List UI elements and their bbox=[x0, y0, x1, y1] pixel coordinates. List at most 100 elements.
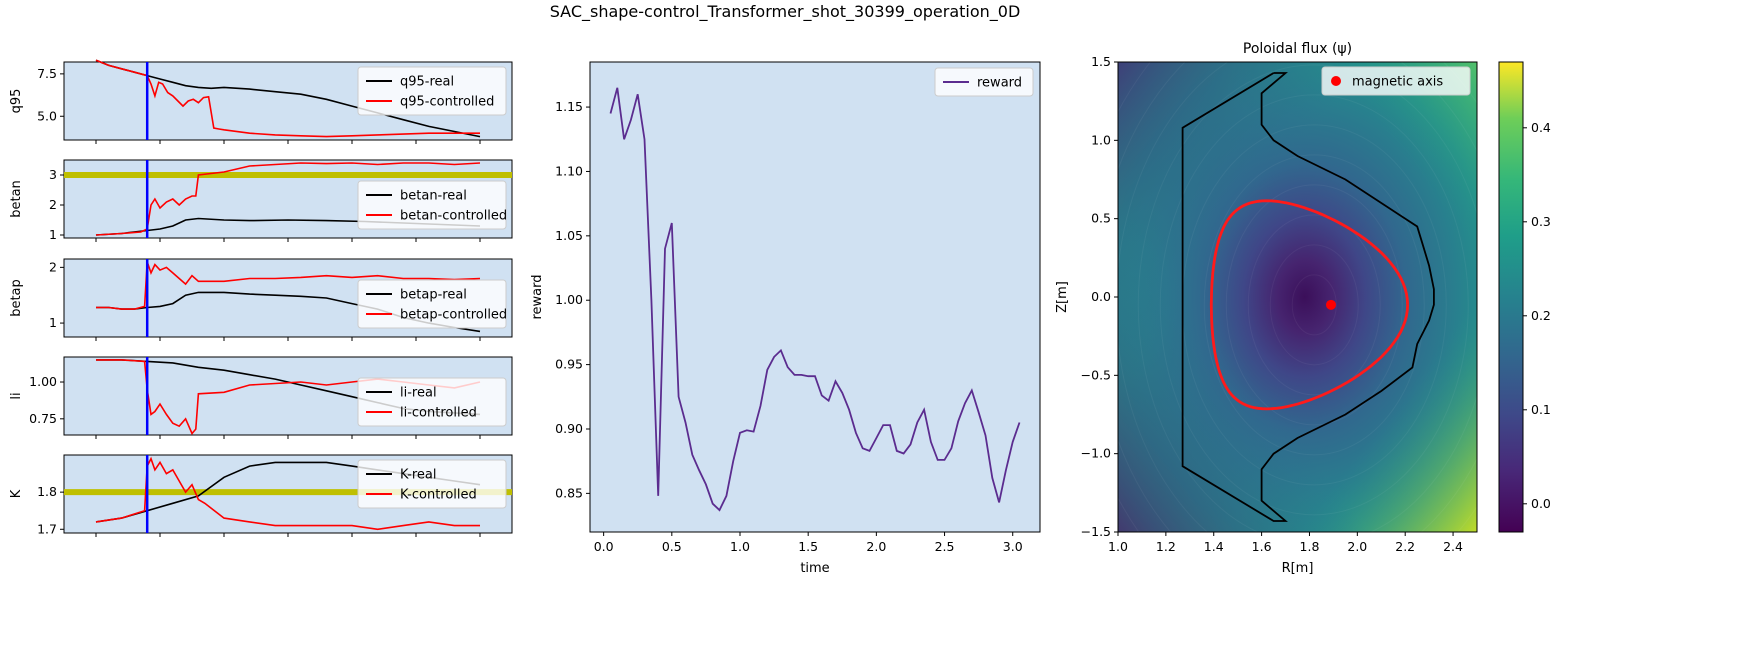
vessel-wall bbox=[1181, 72, 1435, 522]
legend: reward bbox=[934, 67, 1034, 97]
x-tick-label: 1.6 bbox=[1252, 539, 1272, 554]
flux-field bbox=[1118, 62, 1477, 532]
series-line-betap-controlled bbox=[96, 261, 481, 310]
panel-q95: 5.0 7.5 q95 q95-real q95-controlled bbox=[9, 59, 513, 144]
colorbar-tick-label: 0.1 bbox=[1531, 402, 1551, 417]
magnetic-axis-point bbox=[1326, 299, 1337, 310]
flux-contour bbox=[1203, 154, 1425, 456]
series-line-betan-controlled bbox=[95, 162, 481, 236]
y-tick-label: 0.90 bbox=[555, 421, 583, 436]
legend-box bbox=[934, 67, 1034, 97]
legend: li-real li-controlled bbox=[357, 377, 507, 427]
y-axis-label: K bbox=[9, 489, 24, 498]
legend-marker bbox=[1331, 76, 1341, 86]
left-subplots: 5.0 7.5 q95 q95-real q95-controlled 1 2 3 betan b… bbox=[9, 59, 513, 537]
y-tick-label: 1.8 bbox=[37, 484, 57, 499]
legend-label: q95-real bbox=[400, 75, 454, 90]
legend-label: betan-real bbox=[400, 189, 467, 204]
y-tick-label: 2 bbox=[49, 259, 57, 274]
flux-contour bbox=[1291, 274, 1337, 336]
y-axis-label: Z[m] bbox=[1055, 281, 1070, 313]
legend-label: betap-controlled bbox=[400, 308, 507, 323]
reward-subplot: 0.0 0.5 1.0 1.5 2.0 2.5 3.0 0.85 0.90 0.95 1.00 1.0… bbox=[530, 61, 1041, 576]
legend: betap-real betap-controlled bbox=[357, 279, 507, 329]
y-tick-label: 0.95 bbox=[555, 357, 583, 372]
y-tick-label: 7.5 bbox=[37, 66, 57, 81]
legend-label: betan-controlled bbox=[400, 209, 507, 224]
y-tick-label: 1.7 bbox=[37, 521, 57, 536]
x-tick-label: 2.4 bbox=[1443, 539, 1463, 554]
y-tick-label: 0.75 bbox=[29, 411, 57, 426]
y-tick-label: 5.0 bbox=[37, 108, 57, 123]
legend: q95-real q95-controlled bbox=[357, 66, 507, 116]
y-tick-label: −0.5 bbox=[1081, 367, 1111, 382]
x-tick-label: 0.0 bbox=[594, 539, 614, 554]
y-tick-label: 1.0 bbox=[1091, 132, 1111, 147]
panel-betap: 1 2 betap betap-real betap-controlled bbox=[9, 258, 513, 341]
x-tick-label: 1.0 bbox=[730, 539, 750, 554]
legend-label: K-real bbox=[400, 468, 437, 483]
plasma-boundary bbox=[1209, 199, 1409, 411]
y-tick-label: 0.5 bbox=[1091, 211, 1111, 226]
series-line-K-controlled bbox=[95, 456, 480, 531]
y-axis-label: li bbox=[9, 392, 24, 399]
panel-betan: 1 2 3 betan betan-real betan-controlled bbox=[9, 159, 513, 242]
flux-contour bbox=[1247, 214, 1381, 396]
legend-box bbox=[357, 180, 507, 230]
x-tick-label: 1.2 bbox=[1156, 539, 1176, 554]
poloidal-flux-subplot: 1.0 1.2 1.4 1.6 1.8 2.0 2.2 2.4 −1.5 −1.0 −0.5 0.0 0… bbox=[1055, 41, 1551, 576]
legend: K-real K-controlled bbox=[357, 459, 507, 509]
legend-box bbox=[357, 377, 507, 427]
legend: betan-real betan-controlled bbox=[357, 180, 507, 230]
y-axis-label: reward bbox=[530, 274, 545, 319]
y-axis-label: betap bbox=[9, 279, 24, 317]
y-tick-label: 1.00 bbox=[555, 292, 583, 307]
y-tick-label: 0.85 bbox=[555, 485, 583, 500]
flux-contour bbox=[1225, 184, 1403, 426]
flux-contour bbox=[1269, 244, 1359, 366]
legend-box bbox=[1321, 66, 1471, 96]
legend-label: li-controlled bbox=[400, 406, 477, 421]
y-tick-label: 1 bbox=[49, 315, 57, 330]
x-tick-label: 2.2 bbox=[1395, 539, 1415, 554]
legend-box bbox=[357, 66, 507, 116]
subplot-title: Poloidal flux (ψ) bbox=[1243, 41, 1352, 57]
y-tick-label: 1.5 bbox=[1091, 54, 1111, 69]
x-axis-label: time bbox=[800, 561, 829, 576]
legend-box bbox=[357, 279, 507, 329]
x-tick-label: 1.0 bbox=[1108, 539, 1128, 554]
legend-label: magnetic axis bbox=[1352, 75, 1443, 90]
flux-gradient-overlay bbox=[1118, 62, 1477, 532]
y-tick-label: 1 bbox=[49, 227, 57, 242]
series-line-q95-controlled bbox=[95, 59, 480, 138]
legend: magnetic axis bbox=[1321, 66, 1471, 96]
y-tick-label: −1.5 bbox=[1081, 524, 1111, 539]
x-tick-label: 1.8 bbox=[1300, 539, 1320, 554]
y-tick-label: 1.10 bbox=[555, 163, 583, 178]
legend-label: li-real bbox=[400, 386, 437, 401]
y-axis-label: q95 bbox=[9, 89, 24, 114]
x-tick-label: 2.5 bbox=[935, 539, 955, 554]
y-tick-label: 3 bbox=[49, 167, 57, 182]
colorbar-tick-label: 0.0 bbox=[1531, 496, 1551, 511]
y-tick-label: 0.0 bbox=[1091, 289, 1111, 304]
x-tick-label: 3.0 bbox=[1003, 539, 1023, 554]
y-tick-label: 2 bbox=[49, 197, 57, 212]
x-tick-label: 1.5 bbox=[798, 539, 818, 554]
colorbar bbox=[1498, 61, 1524, 533]
x-tick-label: 1.4 bbox=[1204, 539, 1224, 554]
legend-label: betap-real bbox=[400, 288, 467, 303]
y-tick-label: 1.15 bbox=[555, 99, 583, 114]
x-tick-label: 0.5 bbox=[662, 539, 682, 554]
legend-label: K-controlled bbox=[400, 488, 477, 503]
y-axis-label: betan bbox=[9, 180, 24, 218]
panel-li: 0.75 1.00 li li-real li-controlled bbox=[9, 356, 513, 439]
colorbar-tick-label: 0.3 bbox=[1531, 214, 1551, 229]
legend-label: q95-controlled bbox=[400, 95, 494, 110]
x-axis-label: R[m] bbox=[1282, 561, 1314, 576]
panel-K: 1.7 1.8 K K-real K-controlled bbox=[9, 454, 513, 537]
legend-box bbox=[357, 459, 507, 509]
y-tick-label: −1.0 bbox=[1081, 446, 1111, 461]
colorbar-tick-label: 0.4 bbox=[1531, 120, 1551, 135]
